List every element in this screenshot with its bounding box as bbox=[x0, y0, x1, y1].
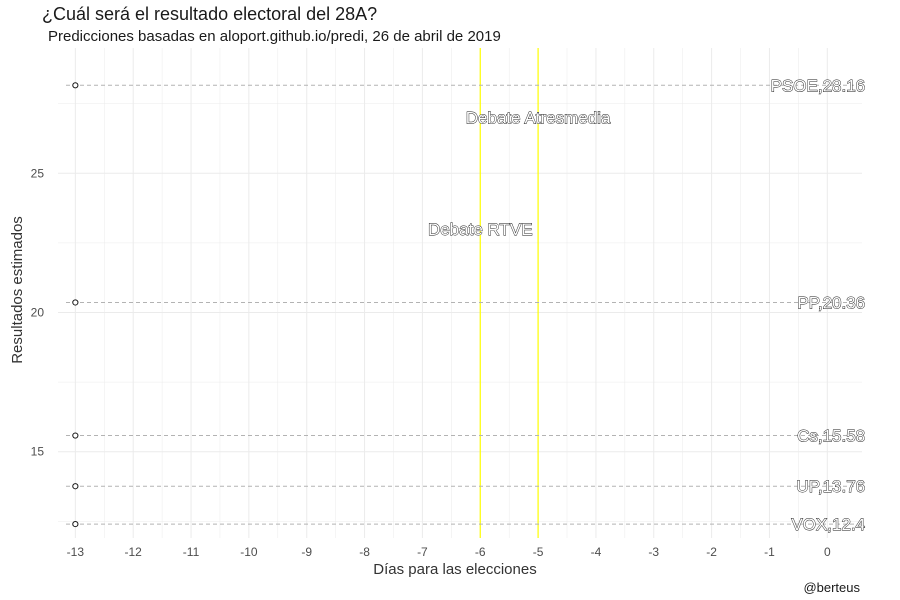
x-tick-label: -1 bbox=[764, 545, 775, 559]
x-tick-label: -2 bbox=[706, 545, 717, 559]
reference-lines bbox=[66, 84, 862, 525]
data-label: PSOE,28.16 bbox=[771, 76, 866, 95]
x-tick-label: -6 bbox=[475, 545, 486, 559]
data-label: VOX,12.4 bbox=[791, 515, 865, 534]
x-tick-label: -12 bbox=[125, 545, 143, 559]
x-tick-label: 0 bbox=[824, 545, 831, 559]
event-label: Debate Atresmedia bbox=[466, 109, 611, 128]
data-label: UP,13.76 bbox=[796, 477, 865, 496]
data-point bbox=[72, 483, 79, 490]
x-tick-label: -11 bbox=[183, 545, 200, 559]
x-axis-ticks: -13 -12 -11 -10 -9 -8 -7 -6 -5 -4 -3 -2 -1 0 bbox=[67, 545, 831, 559]
y-tick-label: 15 bbox=[31, 445, 45, 459]
data-point bbox=[72, 82, 79, 89]
data-points bbox=[72, 82, 79, 528]
event-lines bbox=[479, 48, 539, 538]
x-tick-label: -7 bbox=[417, 545, 428, 559]
x-axis-title: Días para las elecciones bbox=[373, 561, 536, 578]
x-tick-label: -10 bbox=[240, 545, 258, 559]
x-tick-label: -4 bbox=[591, 545, 602, 559]
data-label: PP,20.36 bbox=[797, 293, 865, 312]
grid-lines bbox=[58, 48, 862, 538]
data-labels: PSOE,28.16 PP,20.36 Cs,15.58 UP,13.76 VOX,12… bbox=[770, 76, 866, 535]
data-point bbox=[72, 432, 79, 439]
chart-caption: @berteus bbox=[803, 580, 860, 595]
chart-subtitle: Predicciones basadas en aloport.github.i… bbox=[48, 28, 501, 45]
data-label: Cs,15.58 bbox=[797, 427, 865, 446]
x-tick-label: -8 bbox=[359, 545, 370, 559]
y-axis-ticks: 15 20 25 bbox=[31, 166, 45, 458]
y-tick-label: 20 bbox=[31, 305, 45, 319]
x-tick-label: -9 bbox=[301, 545, 312, 559]
x-tick-label: -5 bbox=[533, 545, 544, 559]
y-axis-title: Resultados estimados bbox=[9, 216, 26, 364]
y-tick-label: 25 bbox=[31, 166, 45, 180]
data-point bbox=[72, 520, 79, 528]
chart-title: ¿Cuál será el resultado electoral del 28… bbox=[42, 4, 377, 24]
x-tick-label: -13 bbox=[67, 545, 85, 559]
data-point bbox=[72, 299, 79, 306]
event-labels: Debate RTVE Debate Atresmedia bbox=[428, 108, 612, 239]
x-tick-label: -3 bbox=[648, 545, 659, 559]
event-label: Debate RTVE bbox=[428, 220, 533, 239]
